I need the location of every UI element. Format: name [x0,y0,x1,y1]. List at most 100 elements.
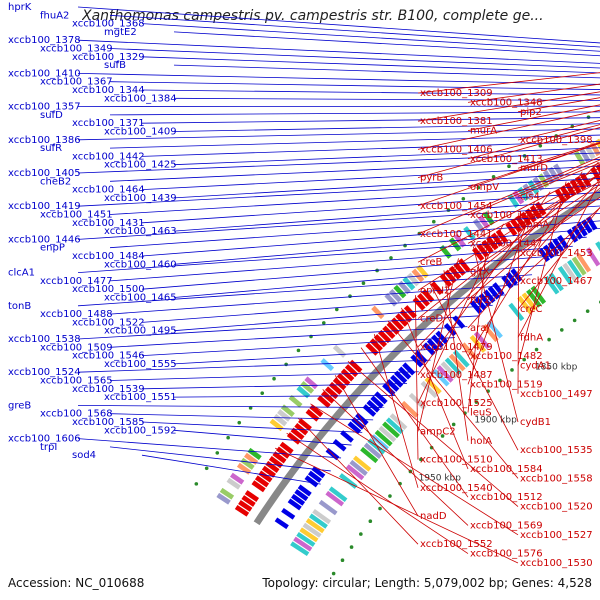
leader-line [360,347,469,498]
leader-line [173,199,600,232]
gene-label: trpI [40,442,57,453]
annotation-feature [371,305,385,320]
leader-line [141,140,600,157]
gc-dot [331,571,336,576]
gene-label: xccb100_1378 [8,35,81,46]
annotation-feature [571,256,587,276]
gc-dot [547,337,551,342]
annotation-feature [452,349,470,368]
gene-label: xccb100_1329 [72,52,145,63]
gene-label: xccb100_1488 [40,309,113,320]
gene-label: xccb100_1530 [520,558,593,569]
reverse-strand-feature [309,404,324,418]
leader-line [467,142,600,188]
accession-text: Accession: NC_010688 [8,576,145,590]
leader-line [77,205,600,240]
forward-strand-feature [586,216,598,231]
annotation-feature [385,417,404,435]
leader-line [467,184,600,272]
tick-label: 1950 kbp [419,473,462,483]
forward-strand-feature [366,399,380,413]
reverse-strand-feature [505,222,518,237]
gene-label: xccb100_1551 [104,392,177,403]
annotation-feature [273,413,288,427]
gc-dot [368,519,373,524]
forward-strand-feature [547,241,560,256]
reverse-strand-feature [336,372,351,386]
annotation-feature [305,518,325,534]
leader-line [467,83,600,103]
gene-label: clcA1 [8,268,35,279]
gc-dot [348,294,352,299]
annotation-feature [595,241,600,252]
gene-label: xccb100_1447 [470,238,543,249]
forward-strand-feature [332,439,347,452]
gene-label: cheB2 [40,176,71,187]
annotation-feature [378,425,397,443]
gene-label: fhuA2 [40,10,69,21]
leader-line [77,315,480,340]
leader-line [141,165,600,190]
leader-line [77,39,600,64]
genome-title: Xanthomonas campestris pv. campestris st… [82,8,544,24]
gene-label: pip2 [520,107,542,118]
leader-line [347,361,519,507]
annotation-feature [444,357,462,376]
gene-label: xccb100_1477 [40,276,113,287]
gc-dot [507,164,511,169]
gene-label: xccb100_1368 [72,19,145,30]
annotation-feature [393,284,407,299]
leader-line [109,446,331,472]
gc-dot [272,376,276,381]
leader-line [141,294,506,323]
gc-dot [349,545,354,549]
leader-line [109,413,374,421]
gene-label: xccb100_1464 [72,185,145,196]
annotation-feature [469,334,487,353]
annotation-feature [382,421,400,439]
gc-dot [429,445,434,450]
gc-dot [378,506,382,511]
gene-label: xccb100_1585 [72,417,145,428]
gene-label: xccb100_1431 [72,218,145,229]
gene-label: xccb100_1453 [520,248,593,259]
leader-line [77,274,533,307]
gene-label: xccb100_1419 [8,201,81,212]
gc-dot [340,558,345,563]
gene-label: xccb100_1441 [420,229,493,240]
leader-line [141,192,600,224]
gene-label: greB [8,400,31,411]
leader-line [517,120,600,141]
gene-label: creD [420,314,444,325]
reverse-strand-feature [244,490,260,502]
forward-strand-feature [398,366,412,380]
leader-line [77,438,342,459]
gc-dot [260,391,265,395]
annotation-feature [349,459,368,476]
gene-label: xccb100_1309 [420,88,493,99]
forward-strand-feature [370,395,384,409]
leader-line [173,64,600,79]
gene-label: cydB1 [520,417,551,428]
leader-line [467,201,535,385]
annotation-feature [290,541,310,557]
annotation-feature [512,190,525,205]
gene-label: xccb100_1500 [72,284,145,295]
annotation-feature [360,446,379,464]
reverse-strand-feature [272,451,287,464]
leader-line [173,31,600,57]
reverse-strand-feature [495,229,508,244]
leader-line [417,91,600,122]
gene-label: murA [470,126,497,137]
annotation-feature [408,392,427,410]
gc-dot [359,532,363,536]
forward-strand-feature [426,338,440,352]
annotation-feature [585,247,600,267]
gc-dot [522,357,526,362]
reverse-strand-feature [251,480,266,493]
reverse-strand-feature [261,465,276,478]
reverse-strand-feature [421,289,435,303]
leader-line [467,235,489,413]
